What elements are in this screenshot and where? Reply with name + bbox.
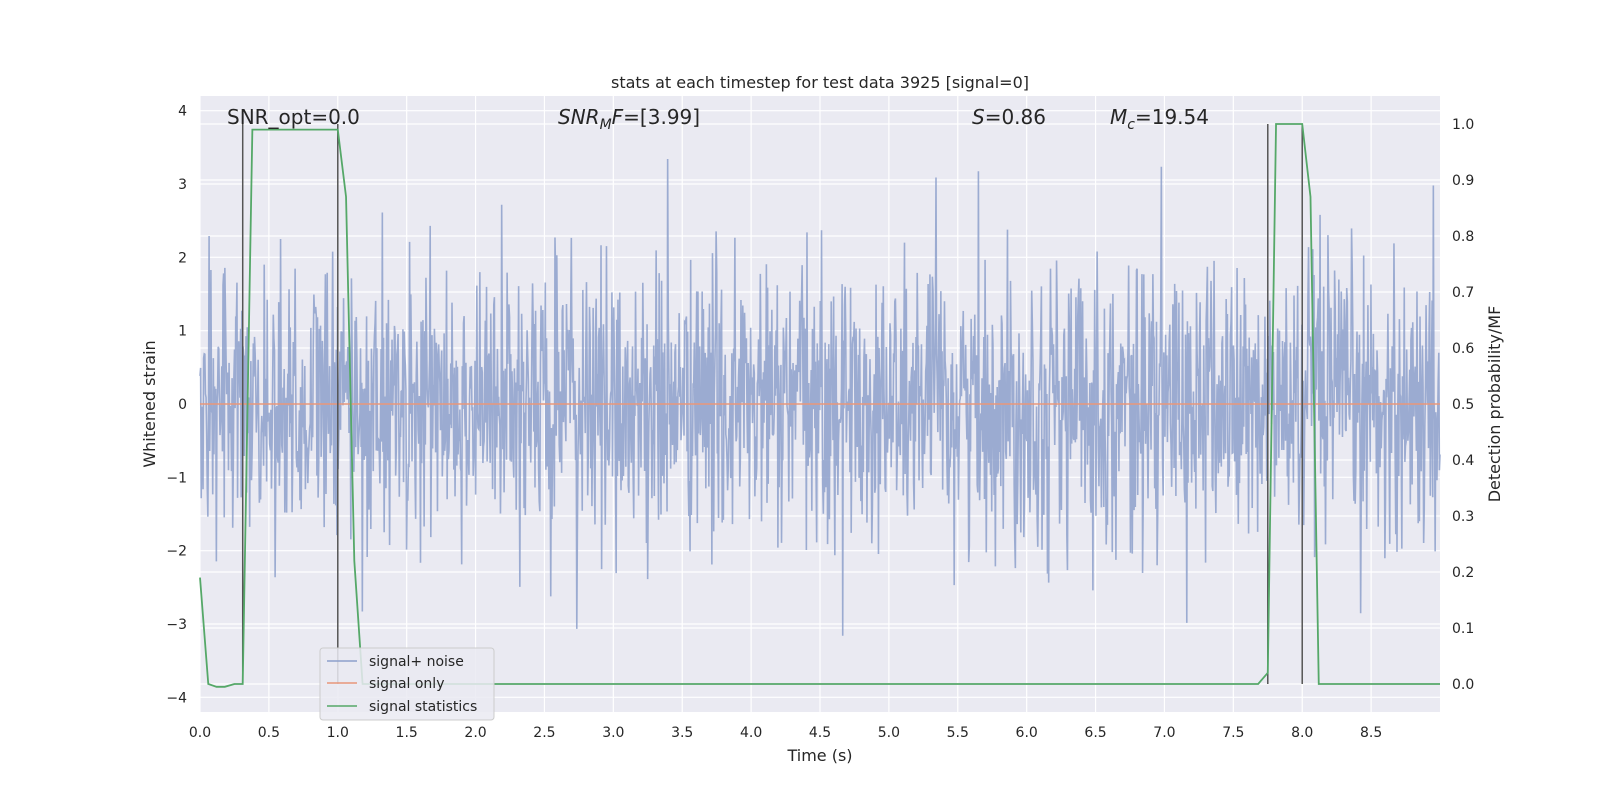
annotation-snr-mf-value: =[3.99]	[623, 105, 700, 129]
annotation-snr-mf-label: SNR	[558, 105, 600, 129]
x-tick-label: 7.5	[1222, 725, 1244, 741]
y2-tick-label: 0.0	[1452, 677, 1474, 693]
legend-label-signal-statistics: signal statistics	[369, 699, 477, 715]
series-line-signal-noise	[199, 159, 1441, 636]
x-tick-label: 1.0	[327, 725, 349, 741]
y-tick-label: 4	[178, 104, 187, 120]
annotation-mc-value: =19.54	[1135, 105, 1209, 129]
x-tick-label: 3.0	[602, 725, 624, 741]
y2-tick-label: 0.7	[1452, 285, 1474, 301]
x-tick-label: 4.5	[809, 725, 831, 741]
annotation-mc-sub: c	[1127, 117, 1135, 133]
y2-tick-label: 1.0	[1452, 117, 1474, 133]
y-tick-label: −3	[166, 617, 187, 633]
y2-tick-label: 0.4	[1452, 453, 1474, 469]
x-tick-label: 5.0	[878, 725, 900, 741]
x-tick-label: 5.5	[947, 725, 969, 741]
annotation-snr-opt: SNR_opt=0.0	[227, 105, 360, 129]
annotation-snr-mf-tail: F	[612, 105, 624, 129]
y2-axis-title: Detection probability/MF	[1485, 306, 1504, 503]
y-tick-label: −1	[166, 470, 187, 486]
annotation-s: S=0.86	[972, 105, 1046, 129]
x-tick-label: 3.5	[671, 725, 693, 741]
x-tick-label: 0.0	[189, 725, 211, 741]
y-tick-label: 2	[178, 250, 187, 266]
chart-title: stats at each timestep for test data 392…	[611, 73, 1029, 92]
x-tick-label: 2.5	[533, 725, 555, 741]
y2-tick-label: 0.2	[1452, 565, 1474, 581]
y-tick-label: −4	[166, 690, 187, 706]
x-tick-label: 8.0	[1291, 725, 1313, 741]
y2-tick-label: 0.6	[1452, 341, 1474, 357]
y2-tick-label: 0.9	[1452, 173, 1474, 189]
legend: signal+ noise signal only signal statist…	[319, 647, 495, 721]
x-tick-label: 1.5	[396, 725, 418, 741]
x-tick-label: 2.0	[464, 725, 486, 741]
y2-tick-label: 0.8	[1452, 229, 1474, 245]
y-axis-left: −4 −3 −2 −1 0 1 2 3 4	[166, 104, 187, 707]
annotation-mc-label: M	[1110, 105, 1127, 129]
x-axis: 0.0 0.5 1.0 1.5 2.0 2.5 3.0 3.5 4.0 4.5 5.0 5.5 6.0 6…	[189, 725, 1382, 741]
legend-label-signal-noise: signal+ noise	[369, 654, 464, 670]
x-tick-label: 6.0	[1016, 725, 1038, 741]
x-tick-label: 8.5	[1360, 725, 1382, 741]
annotation-snr-mf: SNRMF=[3.99]	[558, 105, 700, 133]
annotation-s-value: =0.86	[985, 105, 1046, 129]
legend-box	[319, 647, 495, 721]
vertical-markers	[241, 124, 1303, 684]
y-axis-right: 0.0 0.1 0.2 0.3 0.4 0.5 0.6 0.7 0.8 0.9 1.0	[1452, 117, 1474, 693]
x-tick-label: 7.0	[1153, 725, 1175, 741]
y2-tick-label: 0.5	[1452, 397, 1474, 413]
series-signal-noise	[199, 159, 1441, 636]
x-tick-label: 4.0	[740, 725, 762, 741]
y2-tick-label: 0.3	[1452, 509, 1474, 525]
y-tick-label: −2	[166, 544, 187, 560]
y-tick-label: 1	[178, 324, 187, 340]
x-tick-label: 6.5	[1084, 725, 1106, 741]
annotation-snr-mf-sub: M	[600, 117, 612, 133]
annotation-mc: Mc=19.54	[1110, 105, 1209, 133]
y-axis-title: Whitened strain	[140, 340, 159, 467]
x-tick-label: 0.5	[258, 725, 280, 741]
y-tick-label: 3	[178, 177, 187, 193]
y2-tick-label: 0.1	[1452, 621, 1474, 637]
y-tick-label: 0	[178, 397, 187, 413]
x-axis-title: Time (s)	[786, 746, 852, 765]
annotation-s-label: S	[972, 105, 985, 129]
legend-label-signal-only: signal only	[369, 676, 444, 692]
